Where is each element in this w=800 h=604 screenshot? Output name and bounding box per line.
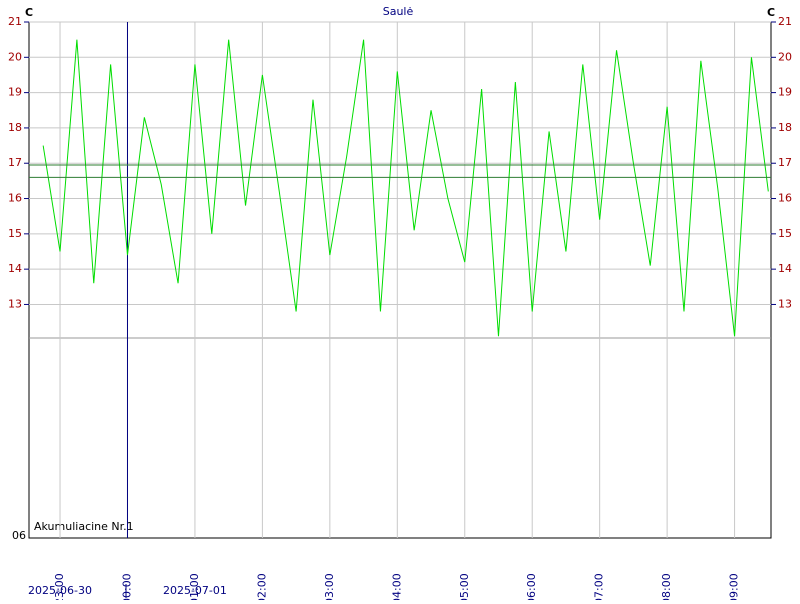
y-tick-label: 15 (8, 227, 22, 240)
y-tick-label: 16 (778, 192, 792, 205)
x-tick-label: 23:00 (53, 573, 66, 600)
x-tick-label: 02:00 (255, 573, 268, 600)
x-tick-label: 00:00 (120, 573, 133, 600)
y-tick-label: 14 (778, 262, 792, 275)
x-tick-label: 06:00 (525, 573, 538, 600)
y-tick-label: 19 (778, 86, 792, 99)
x-tick-label: 04:00 (390, 573, 403, 600)
x-tick-label: 09:00 (728, 573, 741, 600)
chart-title: Saulė (383, 5, 414, 18)
x-tick-label: 07:00 (593, 573, 606, 600)
y-unit: C (767, 6, 775, 19)
y-unit: C (25, 6, 33, 19)
y-tick-label: 13 (778, 297, 792, 310)
y-tick-label: 17 (778, 156, 792, 169)
note: Akumuliacine Nr.1 (34, 520, 134, 533)
y-tick-label: 16 (8, 192, 22, 205)
x-tick-label: 01:00 (188, 573, 201, 600)
y-tick-label: 15 (778, 227, 792, 240)
date-label: 2025-06-30 (28, 584, 92, 597)
axis-label: 06 (12, 529, 26, 542)
y-tick-label: 21 (8, 15, 22, 28)
x-tick-label: 08:00 (660, 573, 673, 600)
y-tick-label: 20 (8, 50, 22, 63)
y-tick-label: 19 (8, 86, 22, 99)
y-tick-label: 18 (8, 121, 22, 134)
x-tick-label: 05:00 (458, 573, 471, 600)
y-tick-label: 13 (8, 297, 22, 310)
y-tick-label: 21 (778, 15, 792, 28)
plot-frame (28, 21, 772, 539)
date-label: 2025-07-01 (163, 584, 227, 597)
y-tick-label: 20 (778, 50, 792, 63)
x-tick-label: 03:00 (323, 573, 336, 600)
y-tick-label: 18 (778, 121, 792, 134)
series-line (42, 39, 769, 337)
y-tick-label: 14 (8, 262, 22, 275)
y-tick-label: 17 (8, 156, 22, 169)
